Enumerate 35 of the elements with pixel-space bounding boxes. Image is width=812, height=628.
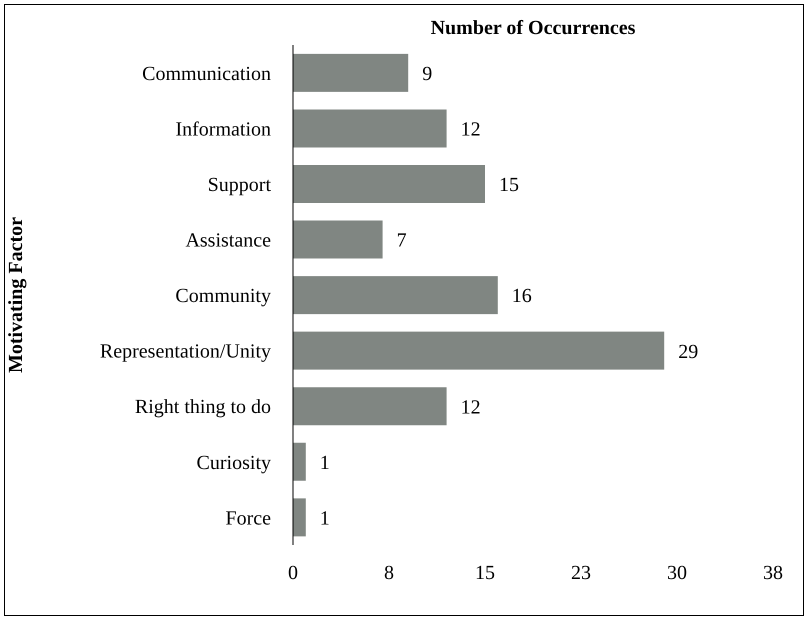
data-label: 7: [396, 230, 407, 252]
x-tick-label: 23: [571, 562, 591, 584]
data-label: 29: [678, 340, 698, 363]
data-label: 1: [320, 452, 330, 474]
bar: [293, 165, 485, 203]
x-tick-label: 15: [475, 562, 495, 584]
bar: [293, 442, 306, 481]
y-tick-label: Communication: [142, 62, 271, 85]
data-label: 9: [422, 62, 432, 85]
x-tick-label: 38: [763, 562, 783, 584]
data-label: 12: [460, 396, 481, 418]
bar: [293, 332, 664, 370]
x-tick-label: 8: [384, 562, 394, 584]
bar: [293, 276, 498, 314]
bar: [293, 387, 447, 426]
y-tick-label: Representation/Unity: [100, 340, 271, 363]
y-axis-title: Motivating Factor: [5, 216, 28, 374]
bar: [293, 54, 408, 92]
y-tick-label: Right thing to do: [134, 396, 271, 418]
data-label: 15: [499, 174, 519, 196]
bar: [293, 109, 447, 148]
y-tick-label: Curiosity: [196, 452, 271, 474]
bar: [293, 498, 306, 536]
y-tick-label: Information: [175, 118, 271, 140]
y-tick-label: Force: [225, 507, 272, 530]
x-tick-label: 0: [288, 562, 298, 584]
y-tick-label: Support: [208, 174, 272, 196]
data-label: 12: [460, 118, 481, 141]
data-label: 16: [512, 285, 532, 308]
data-label: 1: [320, 507, 330, 530]
chart-title: Number of Occurrences: [430, 17, 636, 40]
x-tick-label: 30: [667, 562, 687, 584]
y-tick-label: Community: [175, 285, 271, 308]
bar: [293, 220, 383, 259]
y-tick-label: Assistance: [185, 230, 272, 252]
